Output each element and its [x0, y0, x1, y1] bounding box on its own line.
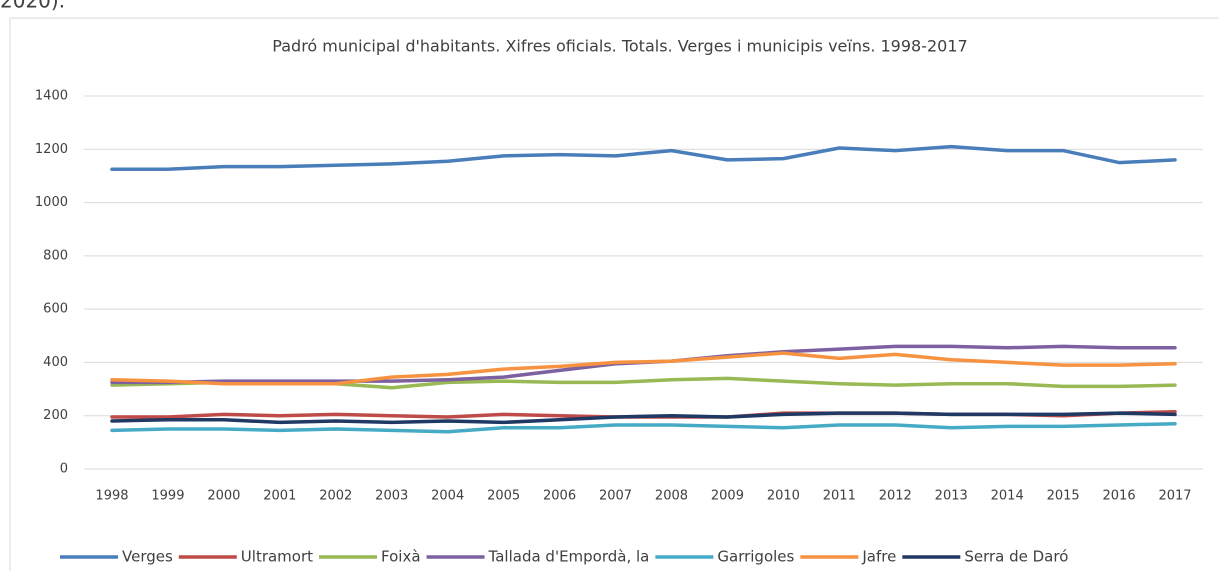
y-tick-label: 400 [43, 355, 68, 370]
y-tick-label: 1400 [35, 89, 68, 104]
series-line [110, 351, 1177, 386]
legend-label: Foixà [381, 548, 421, 566]
legend-label: Garrigoles [717, 548, 794, 566]
x-tick-label: 2009 [711, 489, 744, 504]
x-tick-label: 2010 [767, 489, 800, 504]
series-line [110, 421, 1177, 434]
x-tick-label: 2011 [823, 489, 856, 504]
chart-title: Padró municipal d'habitants. Xifres ofic… [272, 37, 967, 56]
x-tick-label: 2004 [431, 489, 464, 504]
x-tick-label: 2008 [655, 489, 688, 504]
header-text: 2020). [0, 0, 65, 13]
y-tick-label: 200 [43, 408, 68, 423]
y-tick-label: 0 [60, 462, 68, 477]
y-tick-label: 600 [43, 302, 68, 317]
legend-label: Ultramort [241, 548, 313, 566]
x-tick-label: 2006 [543, 489, 576, 504]
y-tick-label: 1200 [35, 142, 68, 157]
x-tick-label: 2005 [487, 489, 520, 504]
y-tick-label: 1000 [35, 195, 68, 210]
x-tick-label: 2000 [207, 489, 240, 504]
x-tick-label: 1998 [95, 489, 128, 504]
x-tick-label: 2014 [991, 489, 1024, 504]
chart-frame [9, 17, 1219, 571]
x-tick-label: 2012 [879, 489, 912, 504]
legend-label: Jafre [861, 548, 896, 566]
x-tick-label: 2007 [599, 489, 632, 504]
x-tick-label: 1999 [151, 489, 184, 504]
x-tick-label: 2015 [1047, 489, 1080, 504]
x-tick-label: 2001 [263, 489, 296, 504]
legend-label: Serra de Daró [964, 548, 1068, 566]
legend-label: Verges [122, 548, 173, 566]
x-tick-label: 2002 [319, 489, 352, 504]
x-tick-label: 2003 [375, 489, 408, 504]
y-tick-label: 800 [43, 248, 68, 263]
series-line [110, 144, 1177, 172]
legend-label: Tallada d'Empordà, la [488, 548, 650, 566]
x-tick-label: 2016 [1103, 489, 1136, 504]
x-tick-label: 2013 [935, 489, 968, 504]
series-line [110, 411, 1177, 425]
x-tick-label: 2017 [1158, 489, 1191, 504]
